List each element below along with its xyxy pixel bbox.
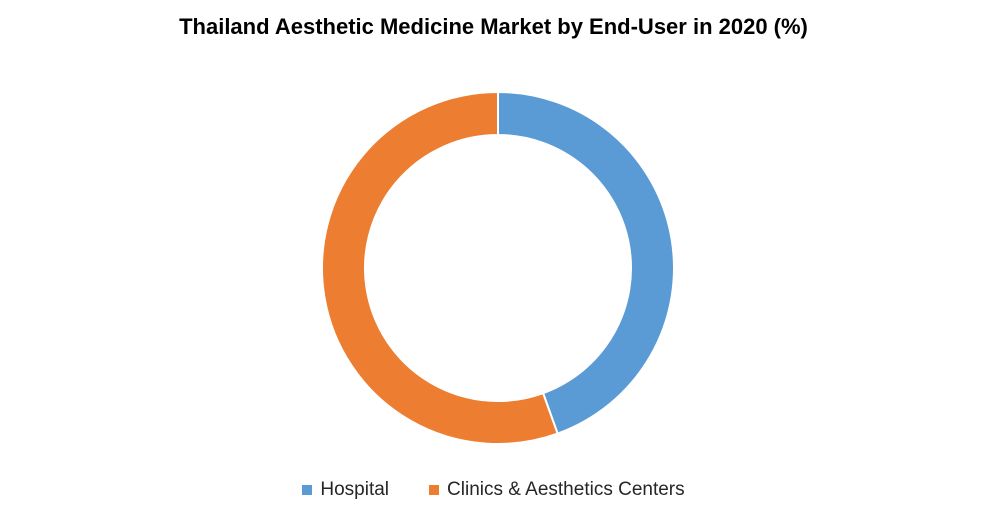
legend-label-clinics: Clinics & Aesthetics Centers xyxy=(447,479,685,500)
legend-swatch-hospital xyxy=(302,485,313,495)
legend-item-hospital: Hospital xyxy=(302,479,389,501)
legend-label-hospital: Hospital xyxy=(320,479,390,500)
legend-swatch-clinics xyxy=(429,485,440,495)
donut-slices xyxy=(321,90,675,445)
slice-hospital xyxy=(497,90,675,435)
chart-title: Thailand Aesthetic Medicine Market by En… xyxy=(179,14,808,39)
slice-clinics-aesthetics-centers xyxy=(321,90,559,445)
legend: Hospital Clinics & Aesthetics Centers xyxy=(0,479,987,501)
legend-item-clinics: Clinics & Aesthetics Centers xyxy=(429,479,685,501)
